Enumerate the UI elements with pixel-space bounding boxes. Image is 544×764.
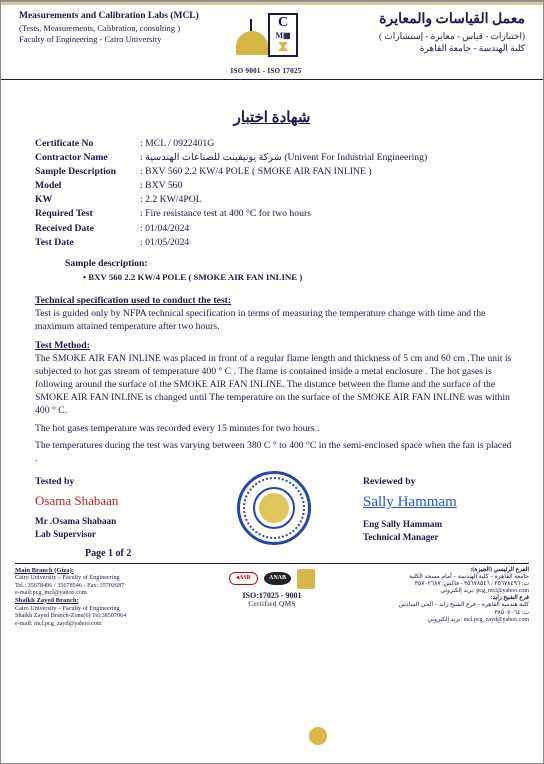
seal-stamp-icon xyxy=(237,471,311,545)
tested-by-title: Lab Supervisor xyxy=(35,528,185,540)
logo-icon: CM▦⧗ xyxy=(234,11,298,65)
header: Measurements and Calibration Labs (MCL) … xyxy=(1,5,543,77)
org-sub-ar: (اختبارات - قياس - معايرة - إستشارات ) xyxy=(325,30,525,42)
org-sub-en: (Tests, Measurements, Calibration, consu… xyxy=(19,23,207,34)
sample-desc-heading: Sample description: xyxy=(65,257,513,270)
anab-badge-icon: ANAB xyxy=(264,572,291,585)
field-label: Sample Description xyxy=(35,165,140,178)
footer-line: ت: ٣٨٥٠٧٠٦٤ xyxy=(494,610,529,616)
accreditation-badges: ◂ASR ANAB xyxy=(187,569,357,589)
footer-left: Main Branch (Giza): Cairo University – F… xyxy=(15,567,180,627)
field-value: شركة يونيفينت للصناعات الهندسية (Univent… xyxy=(140,151,513,164)
header-divider xyxy=(1,79,543,80)
sample-bullet: BXV 560 2.2 KW/4 POLE ( SMOKE AIR FAN IN… xyxy=(83,272,513,284)
footer-line: pcg_mcl@yahoo.com :بريد إلكتروني xyxy=(440,588,529,594)
method-heading: Test Method: xyxy=(35,339,513,352)
footer-center: ◂ASR ANAB ISO:17025 - 9001 Certified QMS xyxy=(187,567,357,627)
field-label: Contractor Name xyxy=(35,151,140,164)
field-value: BXV 560 xyxy=(140,179,513,192)
reviewed-by-name: Eng Sally Hammam xyxy=(363,518,513,530)
org-faculty-ar: كلية الهندسة - جامعة القاهرة xyxy=(325,42,525,54)
footer-branch2: Shaikh Zayed Branch: xyxy=(15,597,79,604)
footer-line: e-mail:pcg_mcl@yahoo.com xyxy=(15,589,87,596)
field-label: Certificate No xyxy=(35,137,140,150)
method-p2: The hot gases temperature was recorded e… xyxy=(35,422,513,435)
field-value: BXV 560 2.2 KW/4 POLE ( SMOKE AIR FAN IN… xyxy=(140,165,513,178)
signature-row: Tested by Osama Shabaan Mr .Osama Shabaa… xyxy=(35,475,513,543)
field-value: MCL / 0922401G xyxy=(140,137,513,150)
tested-by-label: Tested by xyxy=(35,475,185,488)
org-name-en: Measurements and Calibration Labs (MCL) xyxy=(19,11,207,23)
header-right: معمل القياسات والمعايرة (اختبارات - قياس… xyxy=(325,11,525,54)
tested-by-name: Mr .Osama Shabaan xyxy=(35,515,185,527)
footer-line: كلية هندسة القاهرة – فرع الشيخ زايد – ال… xyxy=(399,602,529,608)
footer-line: ت: ٣٥٦٧٨٤٩٦ / ٣٥٦٧٨٥٤٦ - فاكس: ٣٥٧٠٢٦٨٧ xyxy=(415,581,529,587)
asr-badge-icon: ◂ASR xyxy=(229,572,258,585)
page-number: Page 1 of 2 xyxy=(85,547,513,561)
field-label: Received Date xyxy=(35,222,140,235)
cert-fields: Certificate No MCL / 0922401G Contractor… xyxy=(35,137,513,249)
footer-right: الفرع الرئيسي (الجيزة): جامعة القاهرة – … xyxy=(364,567,529,627)
content: Certificate No MCL / 0922401G Contractor… xyxy=(1,137,543,561)
header-logo-block: CM▦⧗ ISO 9001 - ISO 17025 xyxy=(226,11,306,75)
ias-badge-icon xyxy=(297,569,315,589)
field-label: Model xyxy=(35,179,140,192)
footer-line: جامعة القاهرة – كلية الهندسة – أمام مسجد… xyxy=(409,574,529,580)
org-faculty-en: Faculty of Engineering - Cairo Universit… xyxy=(19,34,207,45)
signature-reviewed: Sally Hammam xyxy=(363,492,513,512)
field-value: 01/05/2024 xyxy=(140,236,513,249)
footer-branch1: Main Branch (Giza): xyxy=(15,567,74,574)
signature-tested: Osama Shabaan xyxy=(35,492,185,510)
tested-by-block: Tested by Osama Shabaan Mr .Osama Shabaa… xyxy=(35,475,185,540)
field-value: Fire resistance test at 400 °C for two h… xyxy=(140,207,513,220)
method-p3: The temperatures during the test was var… xyxy=(35,439,513,465)
reviewed-by-block: Reviewed by Sally Hammam Eng Sally Hamma… xyxy=(363,475,513,543)
footer-branch2-ar: فرع الشيخ زايد: xyxy=(490,595,529,601)
reviewed-by-label: Reviewed by xyxy=(363,475,513,488)
footer: Main Branch (Giza): Cairo University – F… xyxy=(1,564,543,631)
footer-line: Cairo University – Faculty of Engineerin… xyxy=(15,605,120,612)
footer-line: Cairo University – Faculty of Engineerin… xyxy=(15,574,120,581)
footer-certified: Certified QMS xyxy=(187,600,357,609)
certificate-title: شهادة اختبار xyxy=(1,108,543,127)
field-value: 01/04/2024 xyxy=(140,222,513,235)
iso-line: ISO 9001 - ISO 17025 xyxy=(226,67,306,75)
field-label: KW xyxy=(35,193,140,206)
reviewed-by-title: Technical Manager xyxy=(363,531,513,543)
spec-heading: Technical specification used to conduct … xyxy=(35,294,513,307)
footer-line: Shaikh Zayed Branch-Zone(6) Tel:38507064 xyxy=(15,612,126,619)
org-name-ar: معمل القياسات والمعايرة xyxy=(325,11,525,30)
footer-line: e-mail: mcl.pcg_zayd@yahoo.com xyxy=(15,620,102,627)
footer-branch1-ar: الفرع الرئيسي (الجيزة): xyxy=(470,567,529,573)
footer-line: Tel.: 35678496 / 35678546 - Fax: 3570268… xyxy=(15,582,124,589)
field-label: Test Date xyxy=(35,236,140,249)
eagle-emblem-icon xyxy=(303,721,333,751)
field-value: 2.2 KW/4POL xyxy=(140,193,513,206)
field-label: Required Test xyxy=(35,207,140,220)
footer-line: mcl.pcg_zayd@yahoo.com :بريد إلكتروني xyxy=(428,617,529,623)
header-left: Measurements and Calibration Labs (MCL) … xyxy=(19,11,207,44)
method-p1: The SMOKE AIR FAN INLINE was placed in f… xyxy=(35,352,513,417)
spec-text: Test is guided only by NFPA technical sp… xyxy=(35,307,513,333)
